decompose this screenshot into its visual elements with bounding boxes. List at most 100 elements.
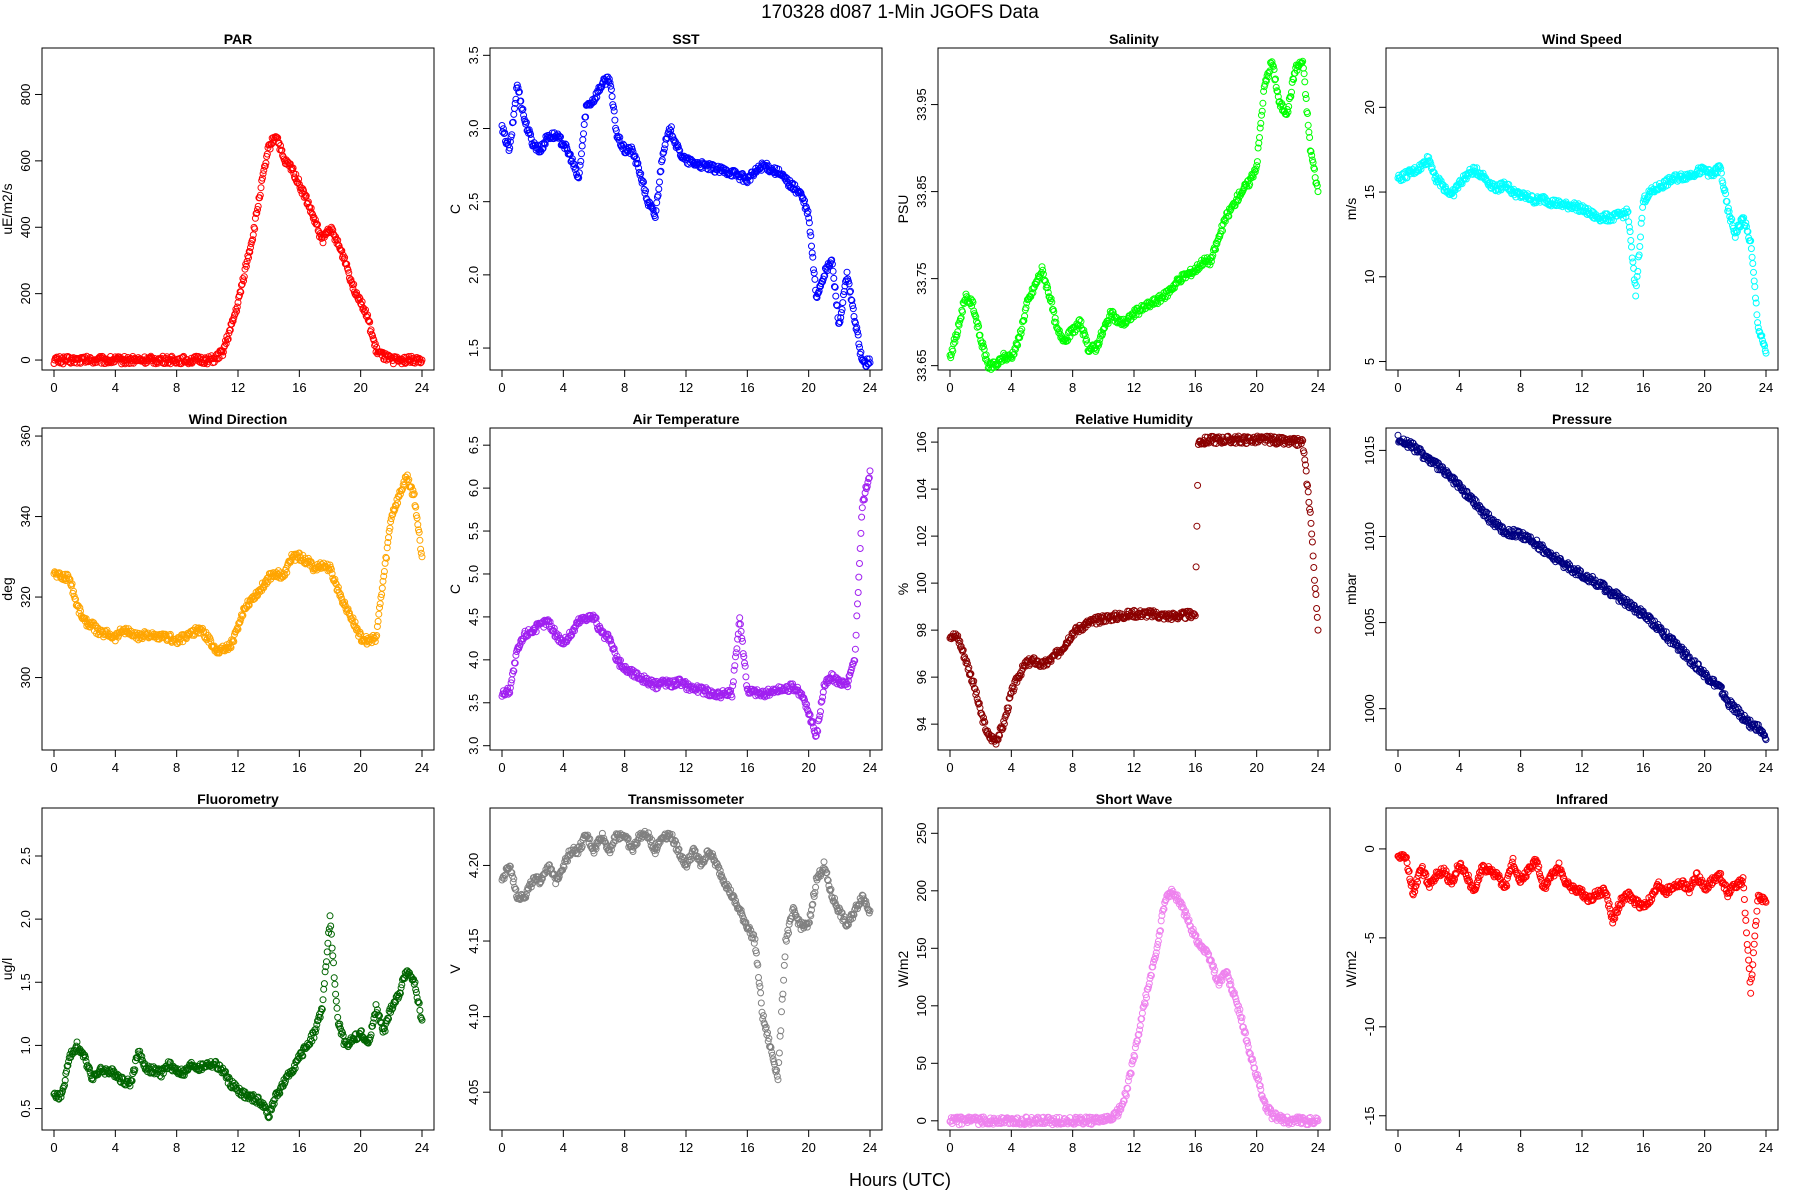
air-temperature-y-tick-label: 6.0	[466, 479, 481, 497]
salinity-point	[1260, 87, 1268, 95]
par-point	[316, 233, 323, 241]
relative-humidity-point	[1305, 498, 1313, 506]
salinity-point	[1050, 308, 1058, 315]
sst-point	[518, 106, 526, 114]
salinity-point	[982, 355, 989, 363]
sst-point	[575, 169, 583, 177]
sst-point	[582, 113, 590, 121]
wind-direction-point	[416, 536, 424, 544]
air-temperature-point	[736, 614, 744, 622]
par-point	[219, 352, 227, 359]
salinity-point	[1266, 67, 1274, 75]
relative-humidity-point	[1193, 522, 1201, 530]
sst-point	[514, 84, 522, 92]
salinity-point	[1306, 134, 1314, 141]
sst-point	[844, 277, 852, 285]
relative-humidity-x-tick-label: 8	[1069, 760, 1076, 775]
wind-speed-point	[1624, 208, 1632, 216]
wind-speed-point	[1627, 237, 1635, 244]
salinity-x-tick-label: 8	[1069, 380, 1076, 395]
wind-direction-point	[82, 615, 90, 623]
wind-direction-point	[76, 604, 84, 612]
salinity-point	[1270, 66, 1278, 73]
par-point	[262, 159, 270, 167]
wind-speed-point	[1635, 251, 1643, 259]
par-point	[330, 231, 338, 239]
salinity-point	[975, 322, 983, 330]
salinity-point	[947, 351, 955, 359]
wind-speed-point	[1751, 283, 1759, 291]
wind-speed-title: Wind Speed	[1542, 31, 1622, 47]
air-temperature-point	[733, 645, 741, 653]
sst-point	[830, 274, 838, 282]
fluorometry-frame	[41, 807, 435, 1131]
par-point	[261, 162, 269, 170]
sst-point	[655, 185, 663, 193]
salinity-point	[1045, 293, 1053, 301]
wind-speed-point	[1756, 328, 1764, 336]
wind-speed-x-tick-label: 20	[1697, 380, 1711, 395]
fluorometry-points	[50, 912, 426, 1122]
salinity-y-tick-label: 33.95	[914, 88, 929, 121]
sst-point	[622, 149, 630, 157]
relative-humidity-point	[1307, 519, 1315, 527]
sst-point	[634, 159, 642, 167]
wind-speed-point	[1747, 237, 1755, 245]
sst-point	[796, 187, 804, 195]
salinity-point	[1235, 188, 1243, 196]
wind-speed-point	[1743, 223, 1750, 230]
wind-speed-point	[1637, 219, 1645, 227]
sst-point	[508, 131, 516, 139]
par-y-tick-label: 400	[18, 216, 33, 238]
salinity-point	[951, 338, 959, 346]
wind-direction-x-tick-label: 8	[173, 760, 180, 775]
salinity-point	[1305, 128, 1313, 136]
salinity-point	[959, 308, 966, 316]
salinity-point	[972, 313, 980, 321]
par-point	[253, 209, 261, 217]
salinity-frame	[937, 47, 1331, 371]
par-y-tick-label: 200	[18, 283, 33, 305]
par-point	[370, 336, 378, 344]
sst-point	[557, 133, 564, 141]
salinity-point	[1014, 341, 1022, 349]
wind-direction-title: Wind Direction	[189, 411, 288, 427]
salinity-x-tick-label: 20	[1249, 380, 1263, 395]
salinity-point	[1047, 295, 1055, 303]
relative-humidity-point	[1308, 530, 1316, 538]
par-point	[295, 175, 303, 183]
par-point	[300, 187, 307, 194]
salinity-point	[1272, 75, 1279, 83]
par-point	[307, 204, 315, 212]
par-point	[283, 160, 291, 168]
fluorometry-x-tick-label: 12	[231, 1140, 245, 1155]
wind-direction-x-tick-label: 0	[50, 760, 57, 775]
par-point	[278, 146, 286, 154]
salinity-point	[1261, 80, 1269, 88]
air-temperature-x-tick-label: 4	[560, 760, 567, 775]
air-temperature-point	[854, 600, 861, 608]
air-temperature-x-tick-label: 20	[801, 760, 815, 775]
wind-direction-point	[349, 614, 357, 622]
wind-speed-point	[1758, 332, 1766, 340]
sst-point	[511, 105, 518, 112]
wind-speed-point	[1717, 165, 1725, 173]
par-point	[332, 235, 340, 243]
salinity-point	[955, 321, 963, 329]
sst-point	[660, 148, 668, 156]
sst-x-tick-label: 4	[560, 380, 567, 395]
fluorometry-x-tick-label: 24	[415, 1140, 429, 1155]
salinity-point	[969, 298, 977, 306]
sst-point	[616, 133, 624, 141]
sst-point	[504, 137, 512, 145]
fluorometry-y-tick-label: 1.5	[18, 973, 33, 991]
par-point	[266, 145, 274, 153]
wind-speed-y-tick-label: 15	[1362, 185, 1377, 199]
air-temperature-y-tick-label: 4.5	[466, 608, 481, 626]
sst-point	[639, 177, 647, 185]
air-temperature-x-tick-label: 12	[679, 760, 693, 775]
sst-point	[607, 82, 615, 90]
sst-point	[665, 125, 673, 133]
